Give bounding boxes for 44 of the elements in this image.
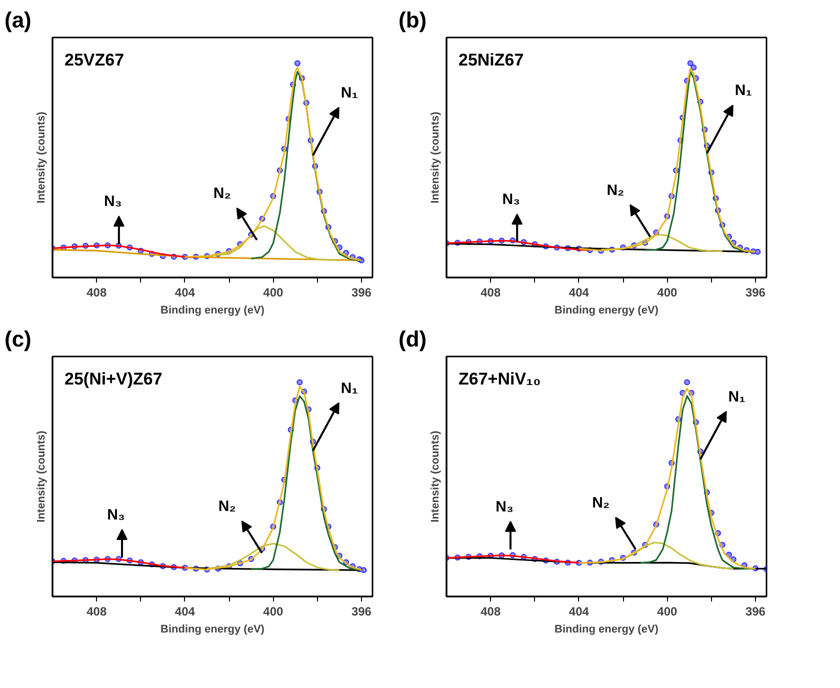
text: (a)	[4, 8, 32, 32]
text: (c)	[4, 326, 32, 352]
x-tick-label: 400	[263, 286, 284, 300]
annotation: N₁	[734, 82, 752, 100]
y-axis-title: Intensity (counts)	[430, 430, 442, 522]
x-tick-label: 400	[657, 604, 678, 618]
annotation: N₃	[104, 193, 122, 210]
x-tick-label: 408	[86, 286, 107, 300]
annotation: N₃	[502, 191, 520, 208]
annotation: N₃	[107, 506, 125, 524]
annotation: N₁	[728, 388, 746, 406]
chart-title: 25NiZ67	[458, 50, 524, 70]
chart-title: 25(Ni+V)Z67	[64, 370, 162, 388]
annotation: N₁	[340, 380, 358, 397]
x-tick-label: 396	[745, 604, 766, 618]
x-axis-title: Binding energy (eV)	[160, 304, 265, 316]
text: (b)	[398, 8, 427, 32]
chart-title: Z67+NiV₁₀	[458, 370, 541, 388]
x-tick-label: 396	[351, 604, 372, 618]
y-axis-title: Intensity (counts)	[36, 430, 48, 522]
x-tick-label: 396	[745, 286, 766, 300]
annotation: N₂	[606, 182, 624, 199]
x-tick-label: 408	[480, 604, 501, 618]
x-axis-title: Binding energy (eV)	[554, 304, 659, 316]
annotation: N₂	[213, 185, 231, 202]
annotation: N₃	[496, 498, 514, 516]
x-tick-label: 408	[86, 604, 107, 618]
x-tick-label: 396	[351, 286, 372, 300]
x-tick-label: 400	[657, 286, 678, 300]
annotation: N₂	[592, 494, 610, 512]
x-tick-label: 404	[174, 286, 196, 300]
y-axis-title: Intensity (counts)	[430, 111, 442, 204]
y-axis-title: Intensity (counts)	[36, 111, 48, 204]
x-tick-label: 404	[174, 604, 196, 618]
chart-title: 25VZ67	[64, 50, 124, 70]
x-tick-label: 404	[568, 604, 590, 618]
x-tick-label: 400	[263, 604, 284, 618]
x-axis-title: Binding energy (eV)	[160, 624, 265, 636]
annotation: N₁	[340, 84, 358, 102]
annotation: N₂	[218, 498, 236, 515]
x-tick-label: 408	[480, 286, 501, 300]
text: (d)	[398, 326, 427, 352]
x-tick-label: 404	[568, 286, 590, 300]
x-axis-title: Binding energy (eV)	[554, 624, 659, 636]
